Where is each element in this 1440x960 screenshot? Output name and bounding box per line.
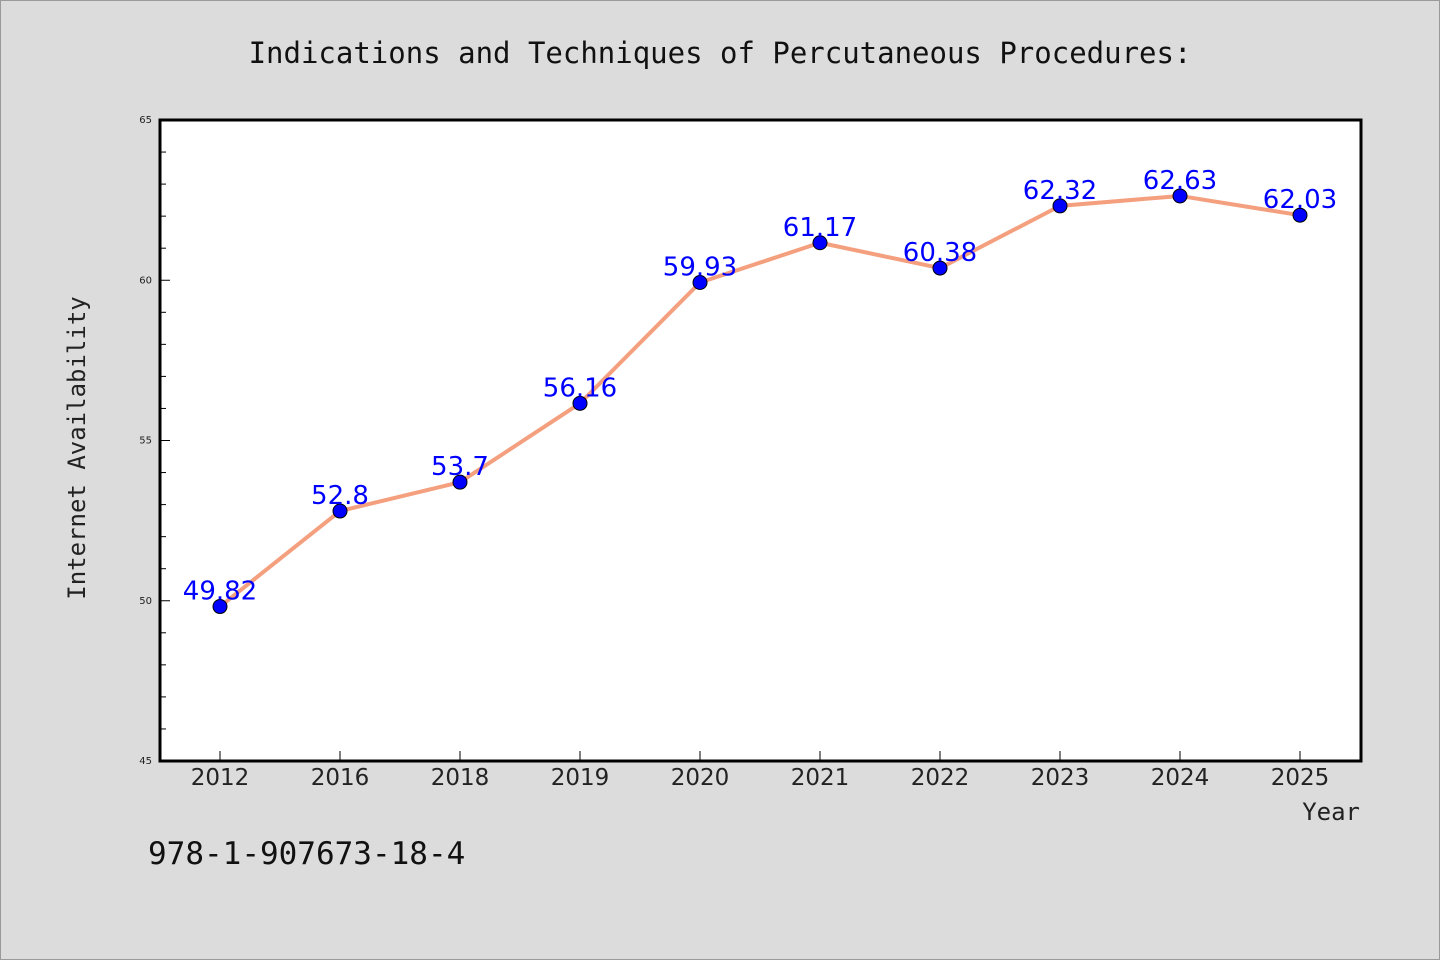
x-axis: 2012 2016 2018 2019 2020 2021 2022 2023 2024 2025 xyxy=(191,751,1330,791)
data-label: 53.7 xyxy=(431,452,489,482)
x-tick-label: 2020 xyxy=(671,765,730,791)
x-tick-label: 2021 xyxy=(791,765,850,791)
y-axis-label: Internet Availability xyxy=(63,296,91,599)
data-point xyxy=(572,395,588,411)
x-axis-label: Year xyxy=(1302,798,1360,826)
x-tick-label: 2018 xyxy=(431,765,490,791)
data-label: 59.93 xyxy=(663,252,737,282)
data-point xyxy=(212,599,228,615)
x-tick-label: 2023 xyxy=(1031,765,1090,791)
isbn-text: 978-1-907673-18-4 xyxy=(148,836,465,872)
x-tick-label: 2025 xyxy=(1271,765,1330,791)
y-tick-label: 45 xyxy=(139,756,152,767)
data-label-layer: 49.82 52.8 53.7 56.16 59.93 61.17 60.38 62.32 62… xyxy=(183,166,1337,607)
x-tick-label: 2012 xyxy=(191,765,250,791)
plot-area xyxy=(158,118,1363,763)
marker-layer xyxy=(212,188,1308,615)
y-tick-label: 55 xyxy=(139,436,152,447)
data-point xyxy=(1292,207,1308,223)
data-point xyxy=(1172,188,1188,204)
chart-title: Indications and Techniques of Percutaneo… xyxy=(249,36,1192,70)
data-label: 60.38 xyxy=(903,238,977,268)
y-tick-label: 60 xyxy=(139,275,152,286)
y-axis: 45 50 55 60 65 xyxy=(139,115,170,767)
x-tick-label: 2016 xyxy=(311,765,370,791)
data-label: 56.16 xyxy=(543,373,617,403)
y-tick-label: 65 xyxy=(139,115,152,126)
data-label: 62.03 xyxy=(1263,185,1337,215)
series-layer xyxy=(218,193,1301,609)
x-tick-label: 2022 xyxy=(911,765,970,791)
data-point xyxy=(1052,198,1068,214)
x-tick-label: 2019 xyxy=(551,765,610,791)
data-label: 61.17 xyxy=(783,213,857,243)
data-point xyxy=(452,474,468,490)
data-label: 62.32 xyxy=(1023,176,1097,206)
data-point xyxy=(812,235,828,251)
series-line xyxy=(218,193,1301,609)
y-tick-label: 50 xyxy=(139,596,152,607)
x-tick-label: 2024 xyxy=(1151,765,1210,791)
data-point xyxy=(692,274,708,290)
data-label: 49.82 xyxy=(183,577,257,607)
data-label: 62.63 xyxy=(1143,166,1217,196)
data-label: 52.8 xyxy=(311,481,369,511)
data-point xyxy=(332,503,348,519)
data-point xyxy=(932,260,948,276)
